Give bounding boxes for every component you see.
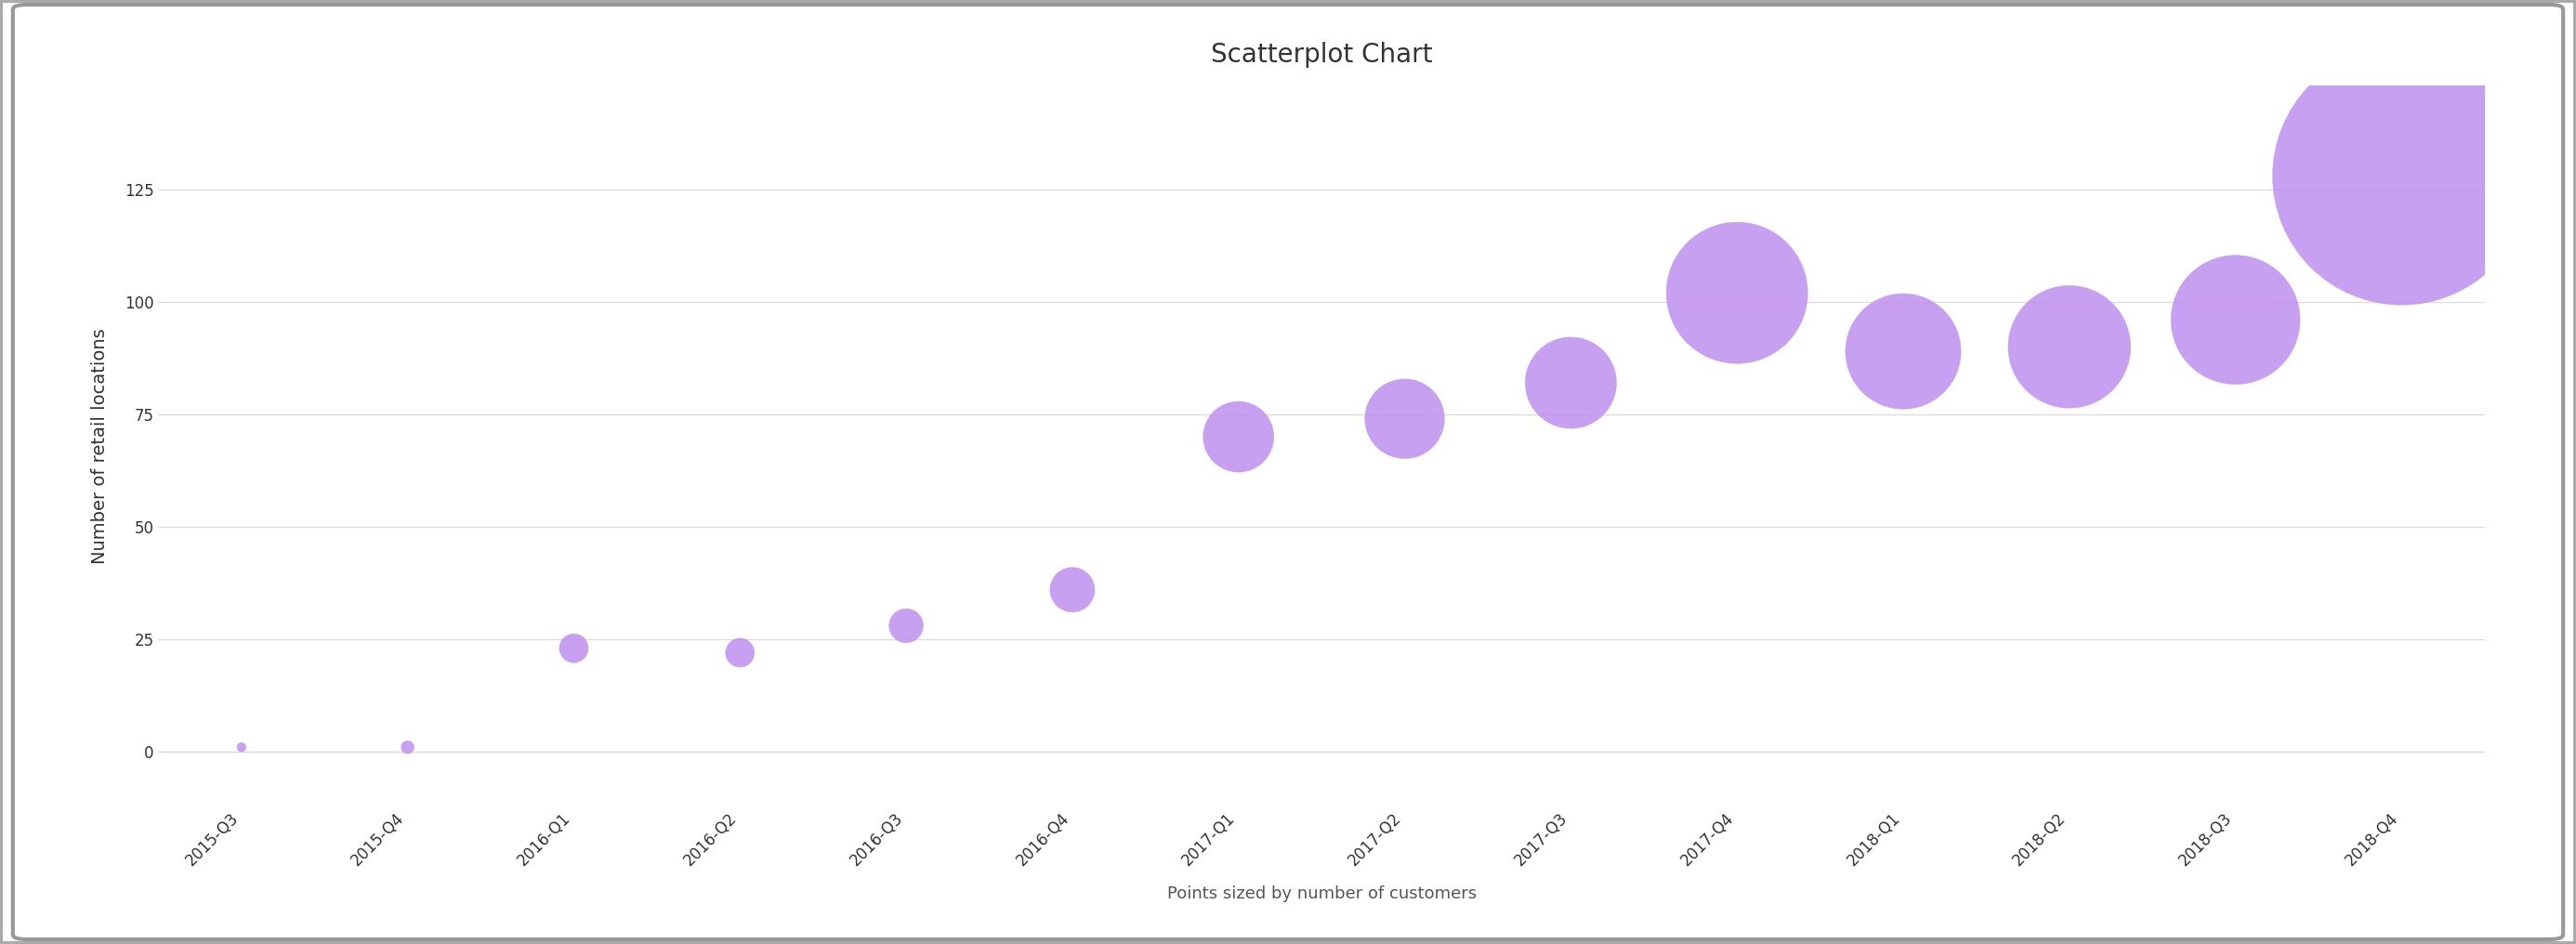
Point bbox=[554, 641, 595, 656]
Point bbox=[1883, 344, 1924, 359]
Point bbox=[2380, 168, 2421, 183]
Point bbox=[2215, 312, 2257, 328]
Point bbox=[1383, 412, 1425, 427]
Point bbox=[1218, 430, 1260, 445]
Point bbox=[719, 645, 760, 660]
Point bbox=[886, 618, 927, 633]
Point bbox=[1551, 376, 1592, 391]
Point bbox=[1051, 582, 1092, 598]
Point bbox=[2048, 339, 2089, 354]
Point bbox=[1716, 285, 1757, 300]
Y-axis label: Number of retail locations: Number of retail locations bbox=[90, 328, 108, 564]
Point bbox=[386, 739, 428, 754]
Point bbox=[222, 739, 263, 754]
Title: Scatterplot Chart: Scatterplot Chart bbox=[1211, 42, 1432, 68]
X-axis label: Points sized by number of customers: Points sized by number of customers bbox=[1167, 885, 1476, 902]
